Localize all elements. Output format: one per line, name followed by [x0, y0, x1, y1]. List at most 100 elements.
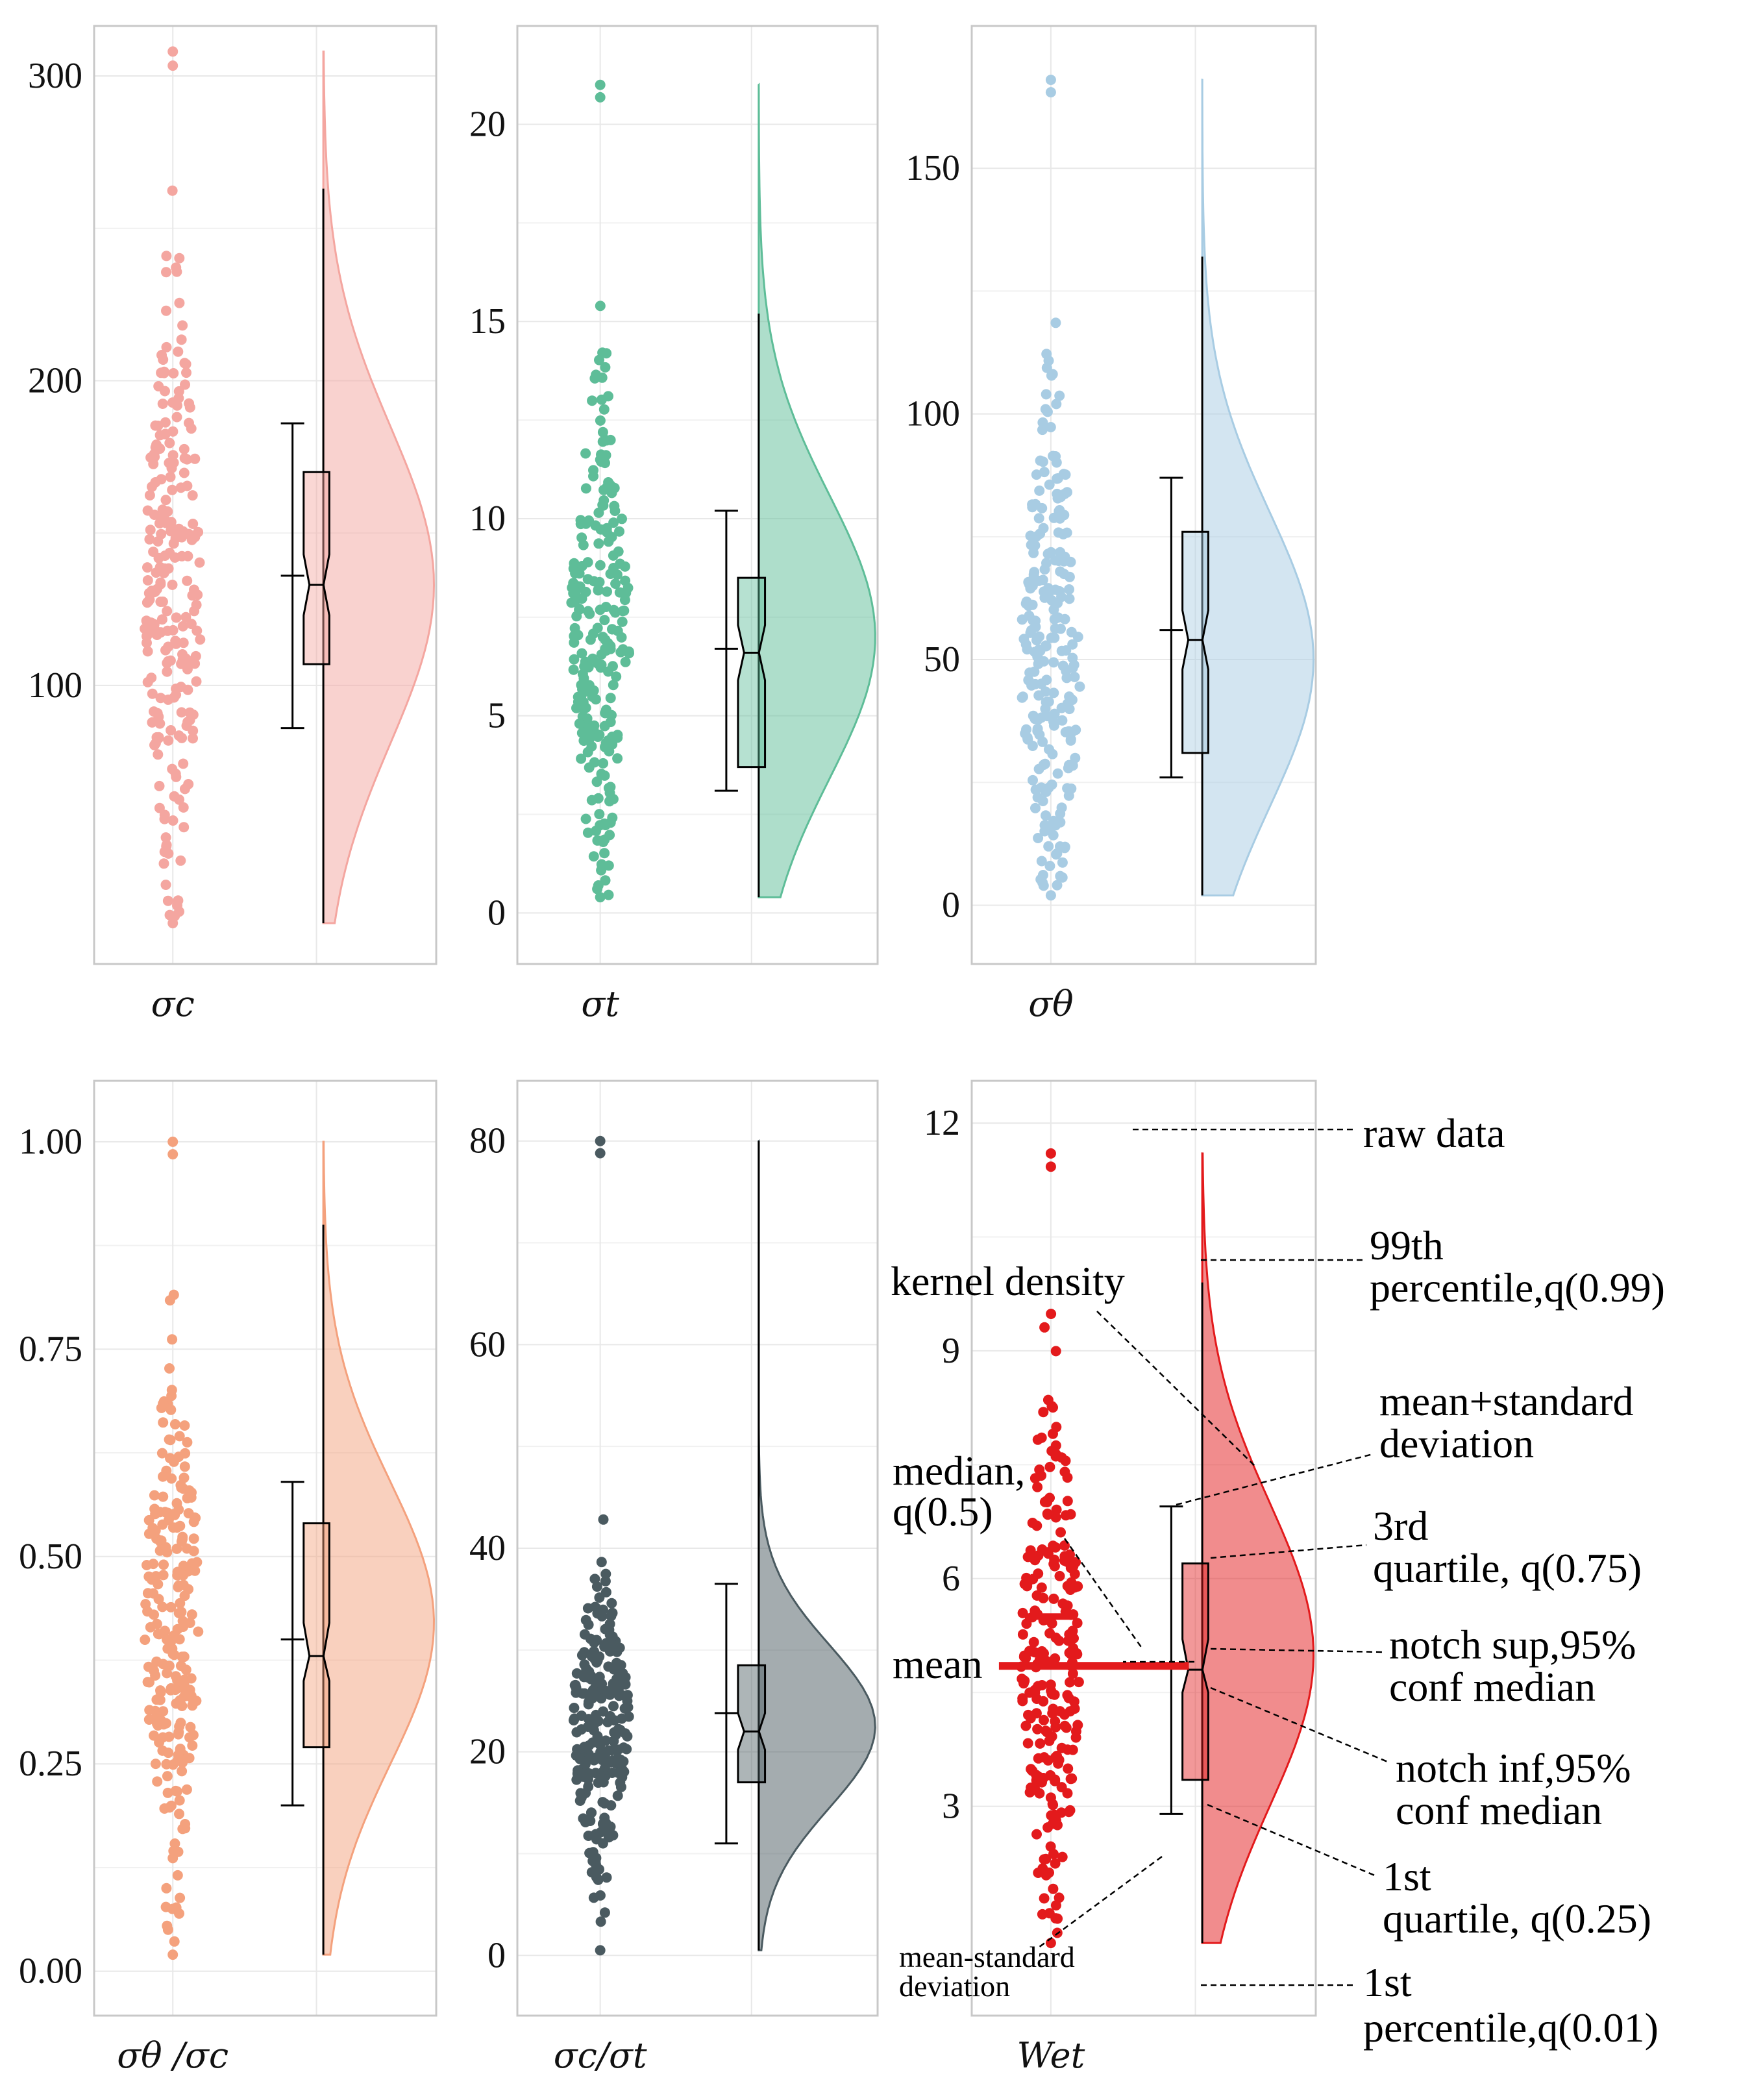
- annotation-layer: raw data 99th percentile,q(0.99) kernel …: [891, 1110, 1665, 2051]
- data-point: [588, 851, 599, 862]
- data-point: [599, 848, 610, 859]
- data-point: [600, 704, 611, 715]
- data-point: [173, 386, 184, 397]
- data-point: [1026, 1646, 1037, 1657]
- data-point: [1069, 1582, 1080, 1593]
- data-point: [608, 1755, 618, 1766]
- annot-q75-1: 3rd: [1373, 1503, 1428, 1549]
- data-point: [1037, 502, 1048, 513]
- data-point: [1049, 1689, 1060, 1700]
- data-point: [188, 519, 199, 529]
- data-point: [1072, 1618, 1083, 1629]
- panel-3: 0 50 100 150 σθ: [906, 25, 1317, 1024]
- data-point: [600, 1568, 611, 1579]
- data-point: [1059, 613, 1070, 624]
- data-point: [603, 889, 614, 900]
- data-point: [597, 499, 608, 510]
- data-point: [178, 802, 189, 813]
- data-point: [148, 1588, 159, 1599]
- data-point: [182, 575, 193, 586]
- data-point: [181, 367, 191, 378]
- data-point: [1021, 1618, 1032, 1629]
- data-point: [1043, 697, 1054, 707]
- y-tick-label: 9: [942, 1331, 960, 1371]
- data-point: [1063, 1807, 1074, 1818]
- data-point: [149, 1490, 160, 1501]
- data-point: [1039, 467, 1050, 478]
- data-point: [1046, 1810, 1057, 1821]
- data-point: [182, 550, 193, 562]
- data-point: [169, 692, 180, 703]
- data-point: [571, 611, 582, 622]
- data-point: [149, 1730, 159, 1741]
- data-point: [179, 467, 190, 478]
- data-point: [160, 1542, 171, 1553]
- data-point: [166, 463, 177, 474]
- data-point: [1050, 1858, 1061, 1869]
- data-point: [588, 1725, 599, 1736]
- data-point: [187, 490, 198, 501]
- data-point: [1043, 841, 1054, 852]
- data-point: [599, 1798, 610, 1809]
- data-point: [1059, 1720, 1070, 1731]
- data-point: [1031, 1829, 1042, 1840]
- data-point: [1037, 870, 1048, 880]
- data-point: [162, 1668, 173, 1679]
- data-point: [1027, 499, 1038, 510]
- data-point: [588, 628, 598, 639]
- data-point: [1038, 1592, 1049, 1603]
- data-point: [1057, 715, 1068, 726]
- data-point: [156, 614, 167, 625]
- data-point: [1030, 678, 1041, 689]
- data-point: [1050, 1440, 1061, 1451]
- y-tick-label: 0.50: [19, 1537, 82, 1577]
- data-point: [1020, 639, 1031, 650]
- data-point: [591, 1834, 602, 1845]
- data-point: [571, 702, 582, 713]
- annot-sd-high-1: mean+standard: [1379, 1378, 1634, 1424]
- data-point: [152, 1776, 163, 1787]
- panel-frame: [516, 1080, 879, 2017]
- data-point: [166, 1404, 177, 1415]
- data-point: [1074, 681, 1085, 692]
- data-point: [167, 624, 179, 636]
- data-point: [604, 1624, 615, 1635]
- data-point: [1045, 1770, 1056, 1781]
- data-point: [150, 420, 161, 431]
- annot-median-2: q(0.5): [893, 1489, 993, 1535]
- y-tick-label: 300: [28, 56, 82, 96]
- data-point: [611, 1646, 623, 1657]
- data-point: [1050, 1653, 1061, 1664]
- data-point: [1055, 808, 1066, 819]
- data-point: [586, 1807, 597, 1818]
- annotation-leader: [1210, 1686, 1390, 1764]
- data-point: [1024, 610, 1035, 621]
- data-point: [188, 1533, 199, 1544]
- data-point: [569, 654, 580, 665]
- data-point: [1048, 1593, 1059, 1604]
- notched-box: [302, 471, 330, 665]
- data-point: [1045, 87, 1056, 98]
- data-point: [1048, 1540, 1059, 1551]
- data-point: [1027, 1518, 1038, 1528]
- data-point: [171, 771, 182, 782]
- data-point: [596, 456, 607, 467]
- data-point: [1059, 841, 1070, 852]
- data-point: [612, 1684, 623, 1694]
- annotation-leader: [1207, 1803, 1377, 1877]
- data-point: [588, 1892, 599, 1903]
- data-point: [157, 504, 168, 515]
- data-point: [1057, 660, 1068, 671]
- data-point: [179, 822, 190, 833]
- data-point: [143, 595, 154, 606]
- data-point: [1041, 1870, 1052, 1881]
- data-point: [179, 1651, 190, 1662]
- data-point: [578, 673, 589, 684]
- data-point: [1033, 575, 1044, 586]
- data-point: [580, 448, 591, 459]
- data-point: [593, 732, 603, 742]
- data-point: [186, 1487, 197, 1498]
- data-point: [177, 732, 188, 743]
- data-point: [620, 656, 631, 667]
- data-point: [154, 802, 165, 813]
